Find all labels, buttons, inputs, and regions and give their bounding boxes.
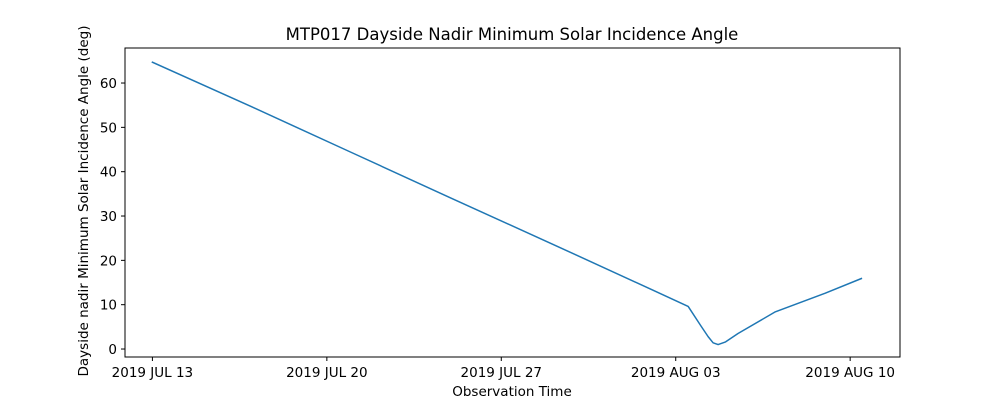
y-tick-label: 50	[100, 120, 117, 136]
x-tick-label: 2019 JUL 27	[461, 365, 543, 381]
y-axis-label: Dayside nadir Minimum Solar Incidence An…	[76, 26, 92, 377]
y-tick-label: 0	[108, 342, 117, 358]
y-tick-label: 30	[100, 209, 117, 225]
y-tick-label: 60	[100, 76, 117, 92]
x-axis-ticks: 2019 JUL 13 2019 JUL 20 2019 JUL 27 2019 AU…	[112, 357, 895, 381]
plot-area	[124, 47, 901, 358]
series-line-0	[151, 61, 863, 346]
x-tick-label: 2019 AUG 10	[805, 365, 895, 381]
x-tick-label: 2019 JUL 20	[286, 365, 368, 381]
x-tick-label: 2019 AUG 03	[631, 365, 721, 381]
x-axis-label: Observation Time	[452, 384, 572, 400]
x-tick-label: 2019 JUL 13	[112, 365, 194, 381]
y-tick-label: 20	[100, 253, 117, 269]
chart-title: MTP017 Dayside Nadir Minimum Solar Incid…	[286, 25, 739, 44]
y-tick-label: 40	[100, 165, 117, 181]
y-tick-label: 10	[100, 298, 117, 314]
y-axis-ticks: 0 10 20 30 40 50 60	[100, 76, 125, 358]
axes-frame	[124, 47, 901, 358]
